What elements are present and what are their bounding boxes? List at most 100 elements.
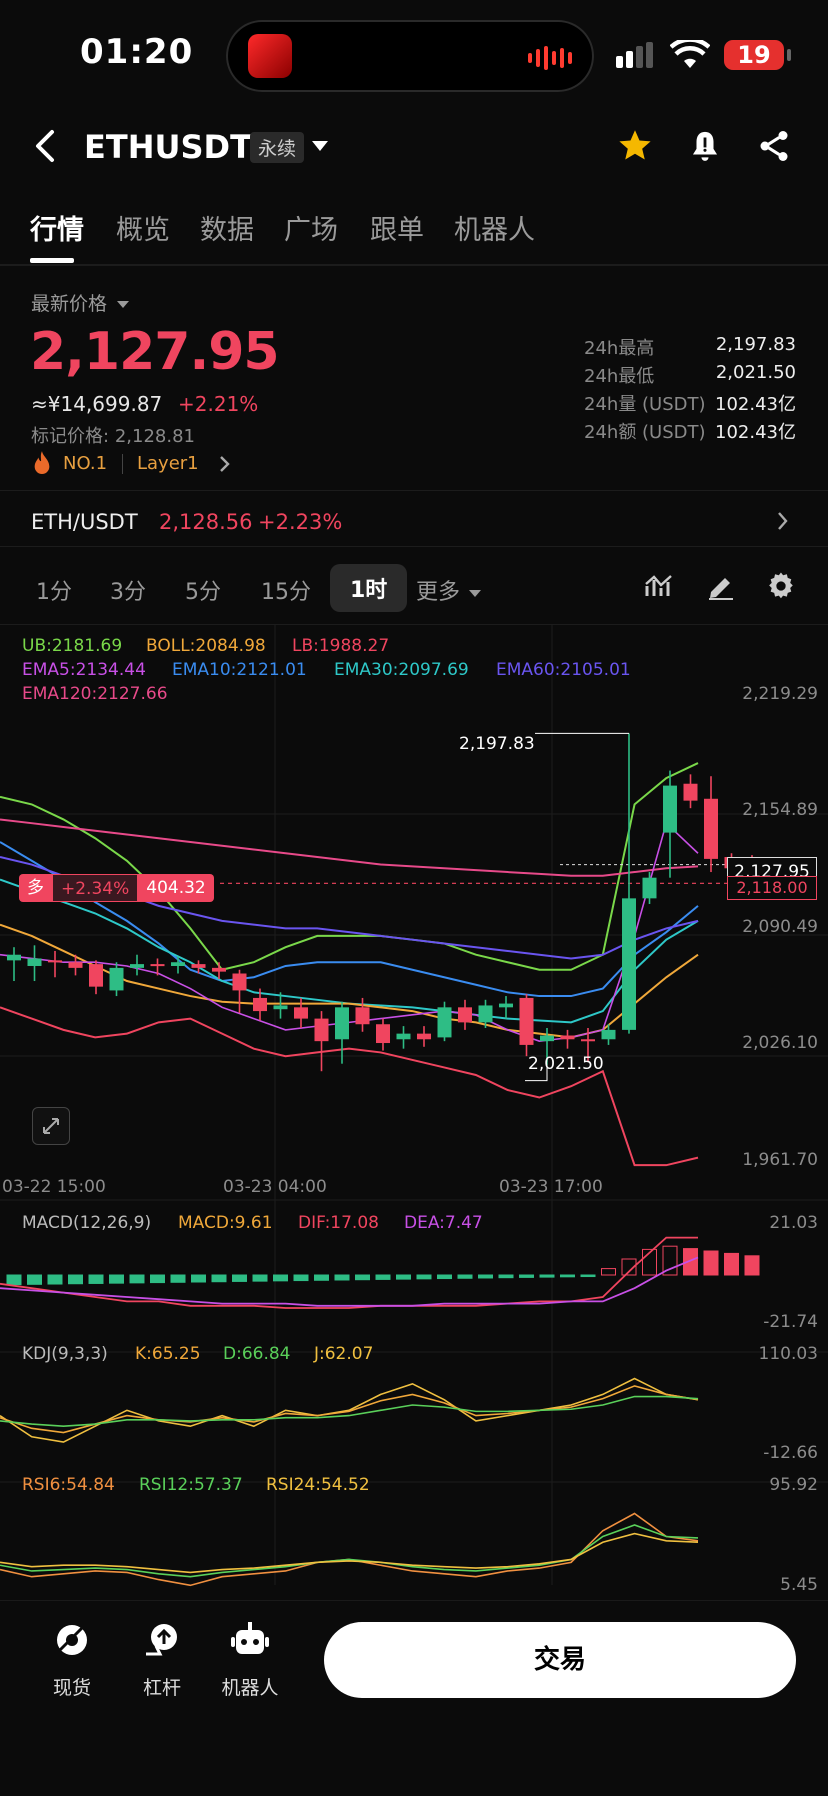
last-price: 2,127.95 — [30, 322, 280, 382]
stat-label-volume: 24h量 (USDT) — [584, 394, 706, 415]
macd-bar — [437, 1274, 452, 1280]
divider — [0, 490, 828, 491]
rsi12: RSI12:57.37 — [139, 1475, 243, 1495]
interval-15m[interactable]: 15分 — [261, 580, 311, 605]
contract-type-badge[interactable]: 永续 — [250, 132, 305, 163]
boll-ub-legend: UB:2181.69 — [22, 636, 123, 656]
symbol-dropdown-icon[interactable] — [312, 141, 328, 151]
interval-more-dropdown[interactable]: 更多 — [416, 574, 482, 606]
active-tab-indicator — [30, 258, 74, 263]
spot-pair-name[interactable]: ETH/USDT — [31, 510, 138, 534]
y-tick: 1,961.70 — [742, 1150, 818, 1170]
tab-market[interactable]: 行情 — [30, 215, 84, 246]
candle-body — [601, 1029, 616, 1040]
kdj-ymax: 110.03 — [758, 1344, 818, 1364]
macd-bar — [314, 1274, 329, 1281]
kdj-j-line — [0, 1377, 699, 1443]
macd-dif-line — [0, 1236, 698, 1309]
indicator-chart-icon[interactable] — [644, 572, 674, 600]
sector-tag[interactable]: Layer1 — [137, 453, 199, 474]
tab-copy-trading[interactable]: 跟单 — [370, 215, 424, 246]
ema30-legend: EMA30:2097.69 — [334, 660, 469, 680]
candle-body — [376, 1024, 390, 1044]
back-arrow-icon[interactable] — [30, 128, 60, 164]
favorite-star-icon[interactable] — [616, 128, 654, 164]
chevron-down-icon — [469, 589, 482, 597]
price-change-percent: +2.21% — [178, 392, 259, 416]
position-pnl: 404.32 — [138, 874, 214, 902]
macd-bar — [355, 1274, 370, 1281]
nav-bots[interactable]: 机器人 — [210, 1620, 290, 1700]
price-alert-bell-icon[interactable] — [688, 128, 722, 164]
low-leader-line — [525, 1064, 548, 1082]
nav-margin[interactable]: 杠杆 — [122, 1620, 202, 1700]
ema10-line — [0, 841, 699, 998]
price-type-dropdown-icon[interactable] — [117, 301, 130, 308]
macd-bar — [191, 1274, 206, 1283]
candle-body — [581, 1039, 595, 1042]
now-playing-thumbnail — [248, 34, 292, 78]
candle-body — [150, 964, 165, 967]
drawing-pen-icon[interactable] — [706, 572, 736, 600]
rsi-ymin: 5.45 — [780, 1575, 818, 1595]
tab-bots[interactable]: 机器人 — [454, 215, 535, 246]
x-tick: 03-22 15:00 — [2, 1177, 106, 1197]
nav-spot[interactable]: 现货 — [32, 1620, 112, 1700]
candle-body — [294, 1007, 308, 1019]
rank-badge: NO.1 — [63, 453, 108, 474]
candlestick-chart[interactable] — [0, 625, 828, 1600]
interval-1h[interactable]: 1时 — [330, 564, 408, 612]
ema5-legend: EMA5:2134.44 — [22, 660, 146, 680]
macd-bar — [744, 1255, 760, 1276]
mark-price: 标记价格: 2,128.81 — [31, 426, 195, 447]
chevron-right-icon[interactable] — [776, 510, 790, 532]
latest-price-label[interactable]: 最新价格 — [31, 289, 130, 316]
tab-data[interactable]: 数据 — [200, 215, 254, 246]
tab-square[interactable]: 广场 — [284, 215, 338, 246]
macd-ymax: 21.03 — [769, 1213, 818, 1233]
ema120-line — [0, 818, 699, 877]
candle-body — [109, 967, 124, 991]
separator — [122, 454, 123, 474]
macd-bar — [273, 1274, 288, 1282]
boll-lower-line — [0, 1006, 699, 1167]
y-tick: 2,219.29 — [742, 684, 818, 704]
candle-body — [68, 962, 83, 968]
macd-value: MACD:9.61 — [178, 1213, 273, 1233]
spot-pair-change: +2.23% — [258, 510, 343, 534]
chevron-right-icon[interactable] — [218, 454, 232, 474]
fullscreen-button[interactable] — [32, 1107, 70, 1145]
macd-dif: DIF:17.08 — [298, 1213, 379, 1233]
position-tag[interactable]: 多 +2.34% 404.32 — [19, 874, 214, 902]
y-tick: 2,090.49 — [742, 917, 818, 937]
contract-symbol[interactable]: ETHUSDT — [84, 128, 252, 166]
interval-3m[interactable]: 3分 — [110, 580, 146, 605]
ema120-legend: EMA120:2127.66 — [22, 684, 168, 704]
candle-body — [253, 997, 267, 1012]
candle-body — [560, 1035, 575, 1040]
tab-overview[interactable]: 概览 — [116, 215, 170, 246]
kdj-k: K:65.25 — [135, 1344, 201, 1364]
macd-ymin: -21.74 — [763, 1312, 818, 1332]
position-side: 多 — [19, 874, 52, 902]
macd-bar — [232, 1274, 247, 1282]
macd-bar — [293, 1274, 309, 1282]
macd-bar — [560, 1274, 575, 1278]
chart-settings-gear-icon[interactable] — [766, 572, 796, 600]
candle-body — [417, 1033, 431, 1040]
macd-bar — [662, 1245, 678, 1276]
rsi6: RSI6:54.84 — [22, 1475, 115, 1495]
trade-button[interactable]: 交易 — [324, 1622, 796, 1698]
share-icon[interactable] — [756, 128, 792, 164]
macd-bar — [416, 1274, 432, 1280]
position-price-tag: 2,118.00 — [727, 876, 817, 900]
interval-1m[interactable]: 1分 — [36, 580, 72, 605]
macd-dea-line — [0, 1256, 699, 1307]
interval-5m[interactable]: 5分 — [185, 580, 221, 605]
dynamic-island[interactable] — [226, 20, 594, 92]
candle-body — [458, 1007, 472, 1023]
cellular-signal-icon — [616, 42, 653, 68]
candle-body — [7, 954, 21, 961]
candle-body — [314, 1018, 329, 1042]
candle-body — [171, 962, 185, 966]
